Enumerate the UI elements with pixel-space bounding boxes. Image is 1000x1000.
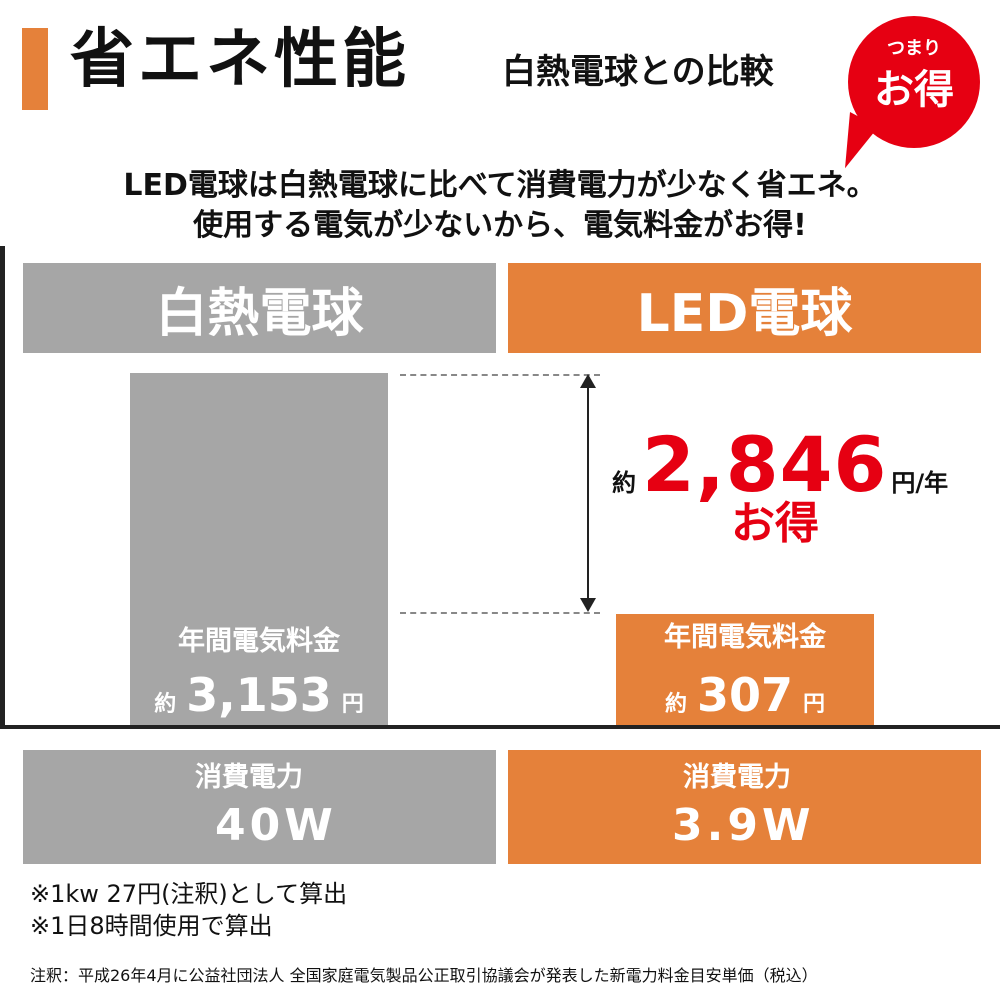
saving-prefix: 約 — [612, 469, 636, 497]
led-cost: 約 307 円 — [616, 668, 874, 722]
incandescent-cost: 約 3,153 円 — [130, 668, 388, 722]
led-cost-prefix: 約 — [664, 692, 687, 717]
intro-line-1: LED電球は白熱電球に比べて消費電力が少なく省エネ。 — [123, 168, 877, 203]
incandescent-header: 白熱電球 — [23, 263, 496, 353]
incandescent-power-label: 消費電力 — [195, 762, 303, 793]
chart-y-axis — [0, 246, 5, 728]
led-header: LED電球 — [508, 263, 981, 353]
incandescent-power-box — [23, 750, 496, 864]
page-title: 省エネ性能 — [70, 23, 410, 97]
note-hours: ※1日8時間使用で算出 — [30, 912, 273, 940]
led-cost-unit: 円 — [803, 692, 826, 717]
saving-label: お得 — [731, 498, 819, 549]
page-subtitle: 白熱電球との比較 — [502, 52, 774, 92]
intro-line-2: 使用する電気が少ないから、電気料金がお得! — [193, 208, 807, 243]
speech-bubble — [848, 16, 980, 148]
incandescent-cost-unit: 円 — [341, 692, 364, 717]
led-cost-value: 307 — [696, 668, 794, 722]
incandescent-bar — [130, 373, 388, 725]
incandescent-cost-value: 3,153 — [186, 668, 332, 722]
bubble-headline: お得 — [874, 67, 954, 113]
led-power-box — [508, 750, 981, 864]
chart-x-axis — [0, 725, 1000, 729]
dashed-guide-bottom — [400, 612, 600, 614]
arrow-up-icon — [580, 374, 596, 388]
bubble-caption: つまり — [887, 38, 941, 59]
led-bar — [616, 614, 874, 725]
dashed-guide-top — [400, 374, 600, 376]
saving-value: 2,846 — [642, 420, 888, 509]
footnote: 注釈：平成26年4月に公益社団法人 全国家庭電気製品公正取引協議会が発表した新電… — [30, 966, 818, 985]
led-power-value: 3.9W — [672, 800, 815, 851]
saving-amount: 約 2,846 円/年 — [612, 420, 948, 509]
arrow-down-icon — [580, 598, 596, 612]
title-accent-bar — [22, 28, 48, 110]
incandescent-cost-prefix: 約 — [154, 692, 177, 717]
incandescent-power-value: 40W — [215, 800, 337, 851]
saving-unit: 円/年 — [891, 469, 949, 497]
difference-arrow-shaft — [587, 384, 589, 604]
led-power-label: 消費電力 — [683, 762, 791, 793]
led-bar-label: 年間電気料金 — [664, 622, 826, 653]
note-rate: ※1kw 27円(注釈)として算出 — [30, 880, 348, 908]
incandescent-bar-label: 年間電気料金 — [178, 626, 340, 657]
